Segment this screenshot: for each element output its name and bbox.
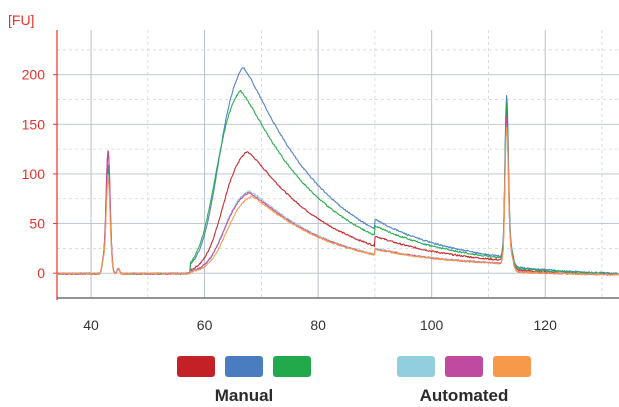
series-line bbox=[56, 109, 619, 276]
legend-swatch bbox=[493, 356, 531, 377]
legend-swatch bbox=[273, 356, 311, 377]
y-tick-label: 50 bbox=[29, 216, 45, 232]
legend-swatch bbox=[225, 356, 263, 377]
axis-layer bbox=[56, 30, 619, 300]
y-tick-label: 0 bbox=[37, 265, 45, 281]
tick-label-layer: 0 50 100 150 200 40 60 80 100 120 bbox=[22, 67, 557, 333]
series-line bbox=[56, 126, 619, 277]
y-tick-label: 100 bbox=[22, 166, 46, 182]
y-tick-label: 200 bbox=[22, 67, 46, 83]
legend-swatch bbox=[177, 356, 215, 377]
x-tick-label: 120 bbox=[534, 317, 558, 333]
y-tick-label: 150 bbox=[22, 116, 46, 132]
x-tick-label: 40 bbox=[83, 317, 99, 333]
x-tick-label: 80 bbox=[310, 317, 326, 333]
legend-group-label: Automated bbox=[419, 386, 509, 405]
x-tick-label: 100 bbox=[420, 317, 444, 333]
legend-swatch bbox=[397, 356, 435, 377]
series-layer bbox=[56, 67, 619, 277]
legend-swatch bbox=[445, 356, 483, 377]
series-line bbox=[56, 90, 619, 276]
x-tick-label: 60 bbox=[197, 317, 213, 333]
legend-group-label: Manual bbox=[214, 386, 274, 405]
y-axis-unit-label: [FU] bbox=[8, 12, 34, 28]
series-line bbox=[56, 117, 619, 276]
grid-layer bbox=[57, 30, 619, 298]
